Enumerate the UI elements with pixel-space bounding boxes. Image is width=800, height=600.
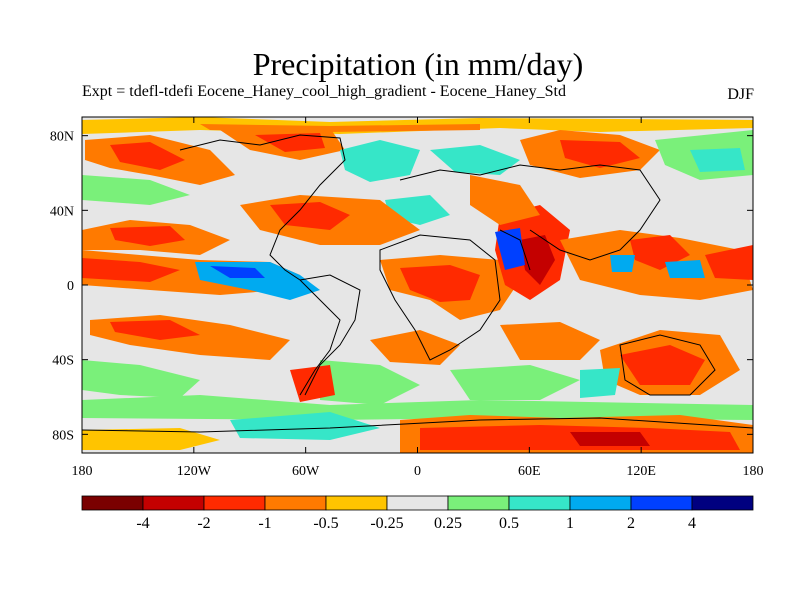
field-subtrop-red (110, 226, 185, 246)
colorbar-label: 2 (627, 515, 635, 532)
field-npac-red (110, 142, 185, 170)
colorbar-label: 0.25 (434, 515, 462, 532)
coastlines (82, 134, 753, 433)
coast-africa (379, 234, 501, 361)
field-antarctic-cyan (230, 412, 380, 440)
xtick-label: 120E (626, 464, 656, 479)
coast-arabia (499, 229, 531, 271)
field-so-cyan-ind (580, 368, 620, 398)
field-europe-cyan (430, 145, 520, 175)
field-spac-red (110, 320, 200, 340)
season-label: DJF (727, 86, 754, 103)
field-canada-red (255, 133, 325, 152)
field-npac-green (82, 175, 190, 205)
field-trop-pac-red (82, 258, 180, 282)
coast-antarctica (82, 417, 753, 433)
colorbar-label: -4 (136, 515, 149, 532)
coast-north-america (179, 134, 346, 281)
xtick-label: 180 (743, 464, 764, 479)
field-wpac-east-red (705, 245, 753, 280)
colorbar-swatch (325, 495, 388, 511)
field-so-green-ind (450, 365, 580, 400)
colorbar-swatch (386, 495, 449, 511)
coast-australia (619, 334, 716, 396)
field-trop-pac-darkblue (210, 266, 265, 278)
ytick-label: 80S (52, 428, 74, 443)
field-asia-red (560, 140, 640, 168)
xtick-label: 60E (518, 464, 541, 479)
colorbar-label: 1 (566, 515, 574, 532)
colorbar-label: -1 (258, 515, 271, 532)
coast-eurasia (399, 164, 661, 261)
ytick-label: 0 (67, 279, 74, 294)
ytick-label: 40S (52, 354, 74, 369)
field-india-darkred (520, 235, 555, 285)
xtick-label: 180 (72, 464, 93, 479)
field-africa-red (400, 265, 480, 302)
colorbar-swatch (203, 495, 266, 511)
coast-south-america-west (299, 279, 341, 396)
field-antarctic-yellow (82, 428, 220, 450)
field-npac-east-cyan (690, 148, 745, 172)
field-aus-red (620, 345, 705, 385)
field-mideast-orange (470, 175, 540, 225)
ytick-label: 80N (50, 130, 74, 145)
field-natl-red (270, 202, 350, 230)
colorbar: -4 -2 -1 -0.5 -0.25 0.25 0.5 1 2 4 (81, 495, 754, 532)
colorbar-swatch (508, 495, 571, 511)
field-so-green-west (82, 360, 200, 398)
ytick-label: 40N (50, 204, 74, 219)
colorbar-label: -2 (197, 515, 210, 532)
axis-ticks: 180 120W 60W 0 60E 120E 180 80N 40N 0 40S 80S (50, 117, 764, 479)
field-antarctic-green (82, 395, 753, 420)
colorbar-swatch (81, 495, 144, 511)
colorbar-label: 0.5 (499, 515, 519, 532)
colorbar-label: -0.25 (370, 515, 403, 532)
colorbar-swatch (569, 495, 632, 511)
colorbar-swatch (142, 495, 205, 511)
colorbar-label: -0.5 (313, 515, 338, 532)
field-sio-orange (500, 322, 600, 360)
xtick-label: 0 (414, 464, 421, 479)
field-wpac-red (630, 235, 690, 270)
colorbar-swatch (264, 495, 327, 511)
colorbar-swatch (447, 495, 510, 511)
experiment-subtitle: Expt = tdefl-tdefi Eocene_Haney_cool_hig… (82, 83, 566, 100)
coast-south-america-east (299, 274, 361, 396)
xtick-label: 120W (177, 464, 212, 479)
field-antarctic-darkred (570, 432, 650, 446)
colorbar-label: 4 (688, 515, 696, 532)
field-natl-cyan (340, 140, 420, 182)
colorbar-swatch (691, 495, 754, 511)
precip-field (82, 117, 753, 453)
plot-title: Precipitation (in mm/day) (252, 46, 584, 82)
colorbar-swatch (630, 495, 693, 511)
field-wpac-blue (610, 255, 635, 272)
field-so-green-atl (320, 360, 420, 405)
field-wpac-blue-east (665, 260, 705, 278)
xtick-label: 60W (292, 464, 320, 479)
